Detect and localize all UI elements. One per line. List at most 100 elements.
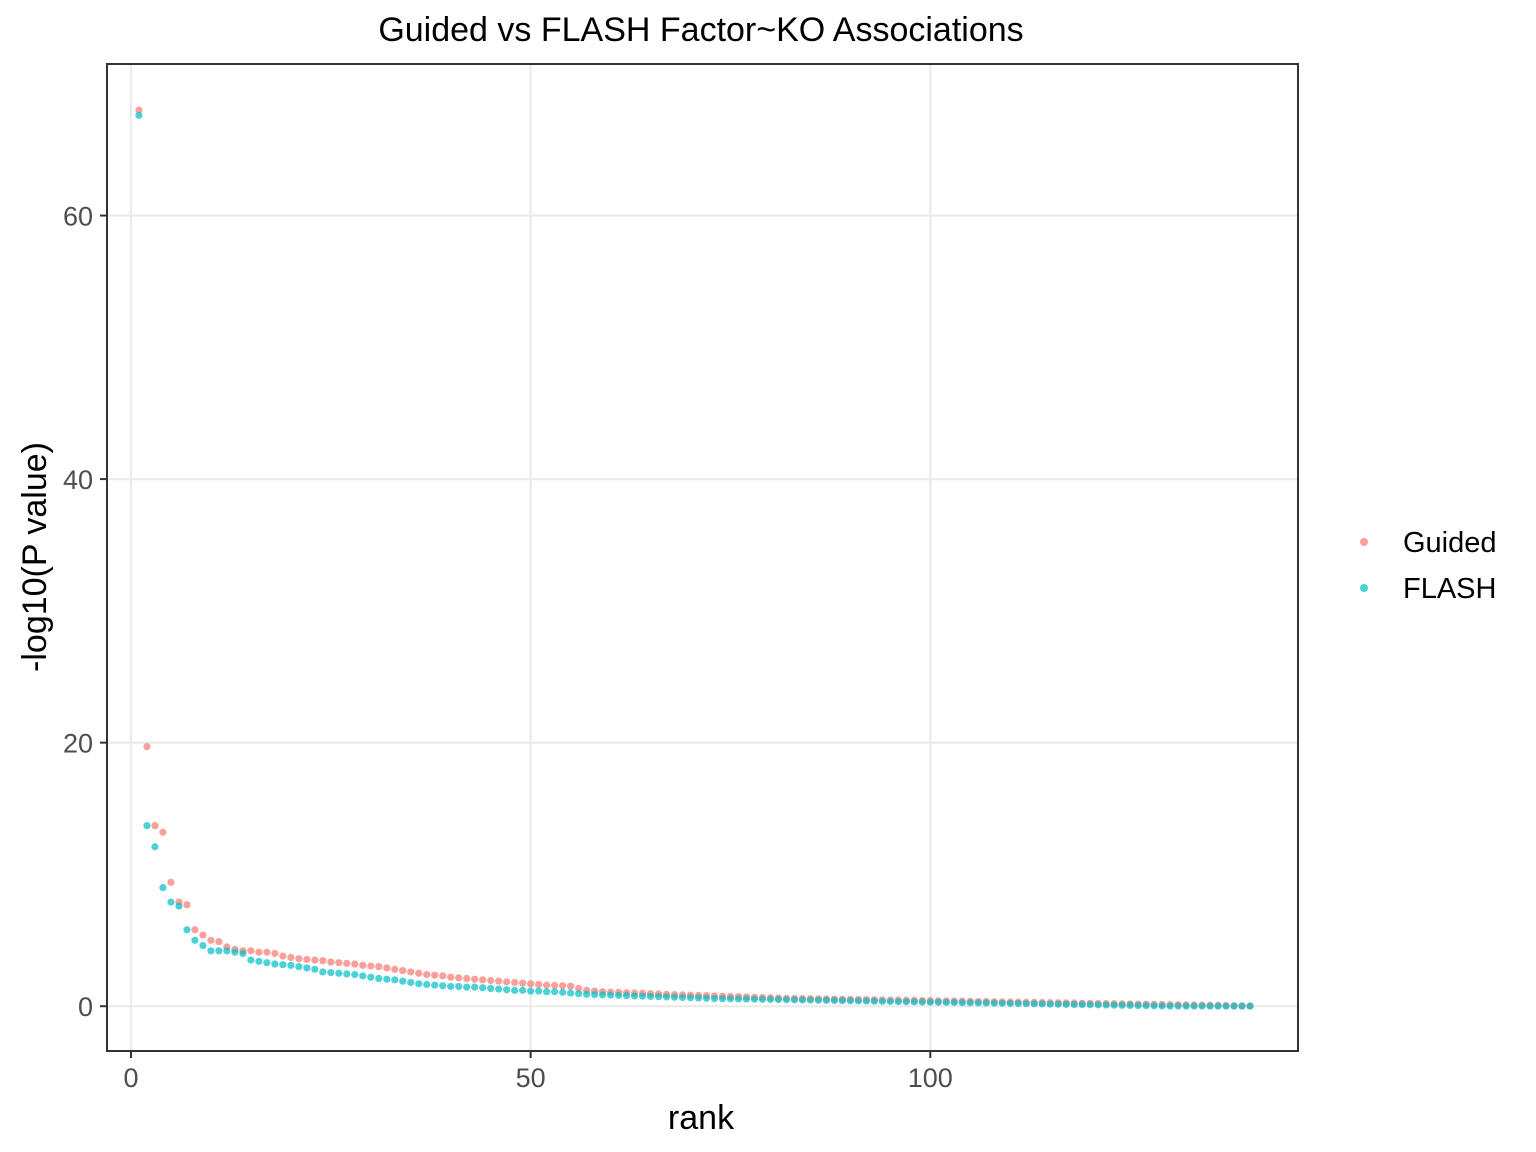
legend-label-guided: Guided xyxy=(1403,527,1497,559)
flash-point xyxy=(279,961,287,969)
flash-point xyxy=(1030,1000,1038,1008)
flash-point xyxy=(447,982,455,991)
flash-point xyxy=(1206,1002,1214,1010)
flash-point xyxy=(902,998,910,1006)
flash-point xyxy=(654,993,663,1001)
guided-point xyxy=(247,947,255,955)
flash-point xyxy=(191,936,199,944)
flash-point xyxy=(423,980,431,989)
flash-point xyxy=(758,995,767,1003)
guided-point xyxy=(151,822,159,830)
guided-point xyxy=(495,977,503,985)
flash-point xyxy=(1134,1001,1142,1010)
flash-point xyxy=(519,986,527,994)
flash-point xyxy=(934,998,942,1006)
guided-point xyxy=(535,980,543,989)
flash-point xyxy=(726,995,735,1003)
flash-point xyxy=(886,997,894,1006)
flash-point xyxy=(894,997,902,1006)
flash-point xyxy=(942,998,950,1006)
guided-point xyxy=(375,963,383,971)
legend-key-flash xyxy=(1360,584,1368,592)
flash-point xyxy=(1014,999,1022,1008)
x-tick-label: 100 xyxy=(908,1063,953,1093)
y-tick-label: 40 xyxy=(63,465,93,495)
guided-point xyxy=(567,982,575,990)
x-tick-label: 0 xyxy=(123,1063,138,1093)
flash-point xyxy=(782,996,791,1004)
flash-point xyxy=(702,994,711,1002)
flash-point xyxy=(255,957,263,965)
flash-point xyxy=(495,985,503,993)
guided-point xyxy=(527,980,535,988)
guided-point xyxy=(167,878,175,886)
guided-point xyxy=(415,969,423,977)
flash-point xyxy=(750,995,759,1003)
flash-point xyxy=(1238,1002,1246,1010)
flash-point xyxy=(678,993,687,1002)
x-tick-label: 50 xyxy=(516,1063,546,1093)
flash-point xyxy=(271,960,279,968)
guided-point xyxy=(303,955,311,964)
flash-point xyxy=(598,991,607,999)
guided-point xyxy=(383,964,391,972)
guided-point xyxy=(407,968,415,976)
flash-point xyxy=(862,997,870,1005)
flash-point xyxy=(383,975,391,983)
flash-point xyxy=(183,926,191,934)
flash-point xyxy=(263,959,271,967)
flash-point xyxy=(351,970,359,979)
flash-point xyxy=(487,984,495,993)
flash-point xyxy=(295,963,303,971)
guided-point xyxy=(135,106,143,114)
guided-point xyxy=(367,962,375,970)
flash-point xyxy=(606,991,615,999)
flash-point xyxy=(287,961,295,969)
guided-point xyxy=(351,960,359,968)
guided-point xyxy=(263,948,271,956)
guided-point xyxy=(487,976,495,985)
guided-point xyxy=(143,743,151,751)
flash-point xyxy=(1198,1002,1206,1010)
flash-point xyxy=(622,992,631,1000)
flash-point xyxy=(511,986,519,994)
guided-point xyxy=(471,975,479,983)
flash-point xyxy=(471,983,479,991)
flash-point xyxy=(846,997,854,1005)
flash-point xyxy=(319,968,327,976)
guided-point xyxy=(207,936,215,944)
flash-point xyxy=(151,843,159,851)
x-axis: 0 50 100 xyxy=(123,1051,953,1093)
flash-point xyxy=(1126,1001,1134,1010)
flash-point xyxy=(694,994,703,1002)
guided-point xyxy=(215,938,223,946)
flash-point xyxy=(239,949,247,958)
guided-point xyxy=(287,953,295,962)
flash-point xyxy=(798,996,807,1004)
y-tick-label: 20 xyxy=(63,729,93,759)
guided-point xyxy=(559,982,567,990)
flash-point xyxy=(854,997,862,1005)
guided-point xyxy=(199,931,207,939)
flash-point xyxy=(199,941,207,950)
guided-point xyxy=(479,976,487,984)
guided-point xyxy=(159,828,167,836)
flash-point xyxy=(1038,1000,1046,1008)
flash-point xyxy=(215,947,223,955)
flash-point xyxy=(479,984,487,992)
flash-point xyxy=(327,968,335,977)
guided-point xyxy=(503,978,511,986)
flash-point xyxy=(415,980,423,988)
flash-point xyxy=(231,948,239,956)
guided-point xyxy=(543,981,551,989)
flash-point xyxy=(1174,1002,1182,1010)
flash-point xyxy=(774,996,783,1004)
flash-point xyxy=(670,993,679,1001)
flash-point xyxy=(439,982,447,990)
flash-point xyxy=(1214,1002,1222,1010)
flash-point xyxy=(982,999,990,1007)
flash-point xyxy=(343,970,351,978)
guided-point xyxy=(423,970,431,979)
flash-point xyxy=(822,996,831,1005)
